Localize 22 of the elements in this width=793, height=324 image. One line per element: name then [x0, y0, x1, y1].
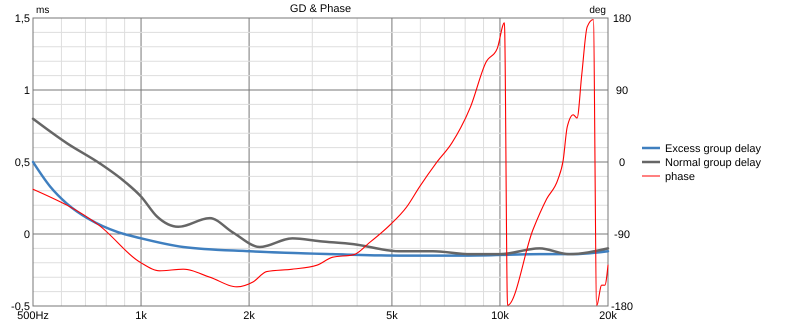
y-tick-label: 1,5	[14, 13, 30, 25]
x-tick-label: 1k	[135, 310, 148, 322]
y-tick-label: 1	[24, 85, 30, 97]
legend-label: Normal group delay	[665, 157, 762, 169]
y-axis-title: ms	[36, 5, 50, 16]
x-tick-label: 5k	[386, 310, 398, 322]
y2-tick-label: -90	[614, 229, 630, 241]
x-tick-label: 20k	[599, 310, 618, 322]
y2-tick-label: 0	[618, 157, 626, 169]
x-tick-label: 10k	[491, 310, 510, 322]
y-tick-label: 0	[24, 229, 30, 241]
y-tick-label: -0,5	[11, 301, 30, 313]
y2-tick-label: 180	[612, 13, 632, 25]
legend-label: Excess group delay	[665, 143, 762, 155]
x-tick-label: 2k	[243, 310, 256, 322]
y2-tick-label: 90	[616, 85, 628, 97]
y2-tick-label: -180	[610, 301, 634, 313]
chart-title: GD & Phase	[290, 3, 352, 15]
y-tick-label: 0,5	[14, 157, 30, 169]
x-tick-label: 500Hz	[17, 310, 49, 322]
legend-label: phase	[665, 171, 695, 183]
y2-axis-title: deg	[589, 5, 606, 16]
